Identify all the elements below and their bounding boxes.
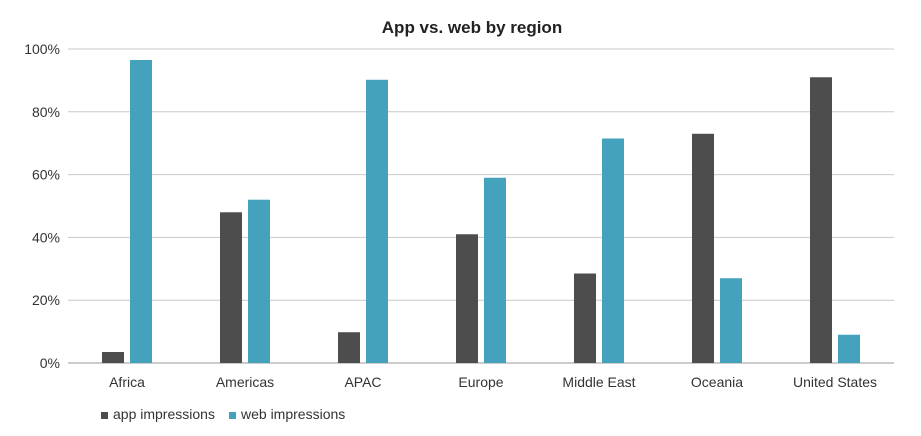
x-tick-label: Americas — [216, 374, 274, 390]
web-bar-oceania — [720, 278, 742, 363]
y-tick-label: 100% — [24, 41, 60, 57]
x-axis: Africa Americas APAC Europe Middle East Ocean… — [109, 374, 877, 390]
y-tick-label: 60% — [32, 167, 60, 183]
web-bar-apac — [366, 79, 388, 363]
gridlines — [68, 48, 894, 364]
app-bar-oceania — [692, 133, 714, 363]
app-bar-africa — [102, 352, 124, 363]
legend-label-app: app impressions — [113, 406, 215, 422]
legend-swatch-app — [101, 412, 108, 419]
x-tick-label: Oceania — [691, 374, 743, 390]
x-tick-label: Africa — [109, 374, 145, 390]
web-bar-americas — [248, 199, 270, 363]
x-tick-label: Europe — [458, 374, 503, 390]
y-tick-label: 20% — [32, 292, 60, 308]
web-bar-middle-east — [602, 138, 624, 363]
web-bar-europe — [484, 177, 506, 363]
app-bar-middle-east — [574, 273, 596, 363]
y-tick-label: 80% — [32, 104, 60, 120]
legend-label-web: web impressions — [240, 406, 345, 422]
x-tick-label: United States — [793, 374, 877, 390]
app-bar-united-states — [810, 77, 832, 363]
y-axis: 0% 20% 40% 60% 80% 100% — [24, 41, 60, 371]
app-bar-europe — [456, 234, 478, 363]
y-tick-label: 40% — [32, 229, 60, 245]
y-tick-label: 0% — [40, 355, 60, 371]
legend-swatch-web — [229, 412, 236, 419]
app-bar-americas — [220, 212, 242, 363]
x-tick-label: APAC — [344, 374, 381, 390]
chart-title: App vs. web by region — [382, 18, 562, 37]
bars — [102, 59, 860, 364]
app-bar-apac — [338, 332, 360, 363]
web-bar-africa — [130, 59, 152, 364]
legend: app impressions web impressions — [101, 406, 345, 422]
web-bar-united-states — [838, 334, 860, 363]
x-tick-label: Middle East — [562, 374, 635, 390]
